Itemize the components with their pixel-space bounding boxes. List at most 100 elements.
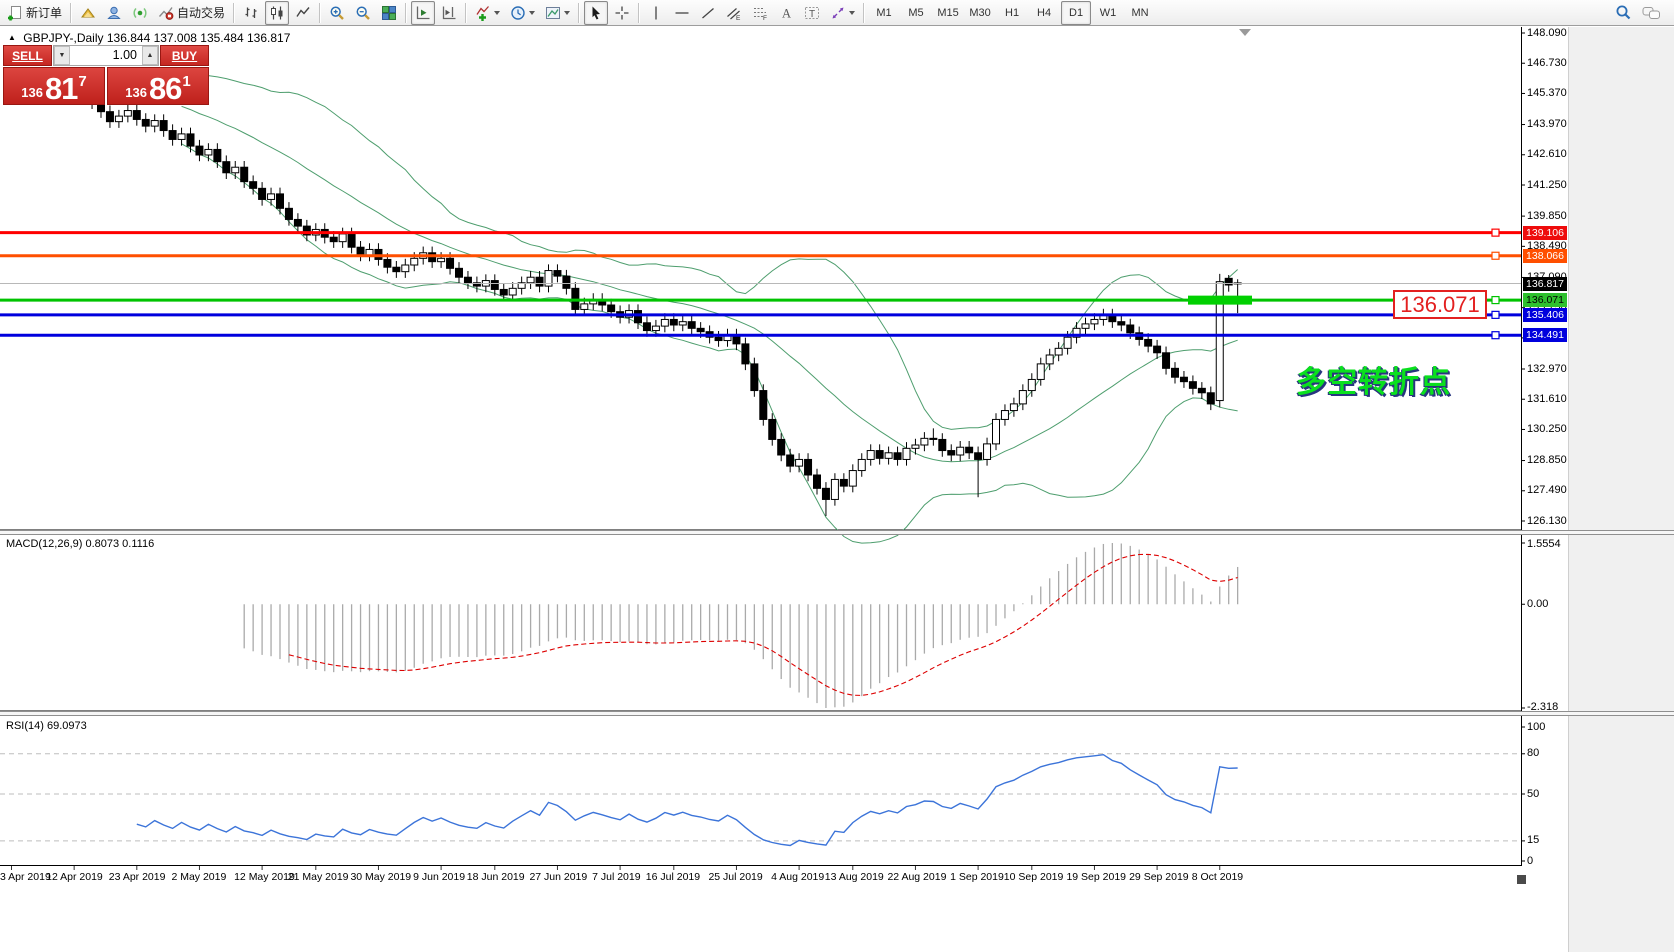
svg-text:F: F [763, 15, 767, 21]
one-click-trading-widget: SELL ▼ 1.00 ▲ BUY 136 81 7 136 86 1 [3, 45, 209, 105]
cursor-icon [588, 5, 604, 21]
tile-windows-button[interactable] [377, 1, 401, 25]
dropdown-arrow-icon[interactable] [529, 10, 536, 15]
bid-price-panel[interactable]: 136 81 7 [3, 67, 105, 105]
date-axis-label: 8 Oct 2019 [1191, 871, 1244, 883]
volume-decrease-button[interactable]: ▼ [54, 46, 70, 65]
auto-trading-button[interactable]: 自动交易 [154, 1, 229, 25]
tf-m1-button[interactable]: M1 [869, 1, 899, 25]
periods-icon [510, 5, 526, 21]
dropdown-arrow-icon[interactable] [849, 10, 856, 15]
price-axis-tick: 127.490 [1527, 484, 1567, 497]
chart-shift-marker-icon[interactable] [1239, 29, 1251, 36]
zoom-out-button[interactable] [351, 1, 375, 25]
tf-m30-button[interactable]: M30 [965, 1, 995, 25]
bid-price-point: 7 [78, 73, 87, 90]
collapse-marker-icon[interactable]: ▲ [8, 33, 16, 42]
date-axis-label: 10 Sep 2019 [1003, 871, 1064, 883]
toolbar-group: M1 M5 M15 M30 H1 H4 D1 W1 MN [868, 0, 1156, 26]
tf-h1-button[interactable]: H1 [997, 1, 1027, 25]
svg-text:T: T [809, 9, 815, 20]
button-label: D1 [1069, 6, 1084, 19]
bar-chart-button[interactable] [239, 1, 263, 25]
date-axis-label: 22 Aug 2019 [887, 871, 947, 883]
date-axis-label: 23 Apr 2019 [108, 871, 166, 883]
dropdown-arrow-icon[interactable] [494, 10, 501, 15]
zoom-in-button[interactable] [325, 1, 349, 25]
sell-button[interactable]: SELL [3, 45, 52, 66]
price-level-callout[interactable]: 136.071 [1393, 290, 1487, 319]
horizontal-line-button[interactable] [670, 1, 694, 25]
tf-m5-button[interactable]: M5 [901, 1, 931, 25]
line-chart-button[interactable] [291, 1, 315, 25]
price-axis-tick: 131.610 [1527, 392, 1567, 405]
trendline-icon [700, 5, 716, 21]
chart-shift-button[interactable] [437, 1, 461, 25]
crosshair-button[interactable] [610, 1, 634, 25]
bar-chart-icon [243, 5, 259, 21]
svg-text:E: E [736, 15, 741, 21]
tf-w1-button[interactable]: W1 [1093, 1, 1123, 25]
periods-button[interactable] [506, 1, 539, 25]
price-line-tag: 138.066 [1523, 248, 1567, 263]
indicators-button[interactable] [471, 1, 504, 25]
auto-scroll-button[interactable] [411, 0, 436, 25]
vertical-line-button[interactable] [644, 1, 668, 25]
trendline-button[interactable] [696, 1, 720, 25]
rsi-axis-tick: 80 [1527, 747, 1540, 760]
volume-input[interactable]: 1.00 [70, 46, 142, 65]
scrollbar-end-cap[interactable] [1517, 875, 1526, 884]
price-axis-tick: 143.970 [1527, 118, 1567, 131]
zoom-out-icon [355, 5, 371, 21]
price-axis-tick: 128.850 [1527, 454, 1567, 467]
price-line-tag: 139.106 [1523, 225, 1567, 240]
candlestick-chart-button[interactable] [265, 0, 290, 25]
auto-scroll-icon [415, 5, 431, 21]
chart-title: ▲ GBPJPY-,Daily 136.844 137.008 135.484 … [8, 31, 290, 45]
label-icon: T [804, 5, 820, 21]
rsi-pane-splitter[interactable] [0, 711, 1674, 716]
search-button[interactable] [1611, 1, 1636, 25]
volume-increase-button[interactable]: ▲ [142, 46, 158, 65]
price-line-tag: 135.406 [1523, 307, 1567, 322]
tf-mn-button[interactable]: MN [1125, 1, 1155, 25]
volume-stepper: ▼ 1.00 ▲ [53, 45, 159, 66]
signals-button[interactable] [128, 1, 152, 25]
date-axis-label: 19 Sep 2019 [1066, 871, 1126, 883]
ask-price-panel[interactable]: 136 86 1 [107, 67, 209, 105]
date-axis-label: 30 May 2019 [350, 871, 412, 883]
dropdown-arrow-icon[interactable] [564, 10, 571, 15]
templates-button[interactable] [541, 1, 574, 25]
tf-h4-button[interactable]: H4 [1029, 1, 1059, 25]
fibonacci-button[interactable]: F [748, 1, 772, 25]
chat-button[interactable] [1638, 1, 1665, 25]
tf-m15-button[interactable]: M15 [933, 1, 963, 25]
text-label-button[interactable]: T [800, 1, 824, 25]
symbol-name: GBPJPY-,Daily [23, 31, 104, 45]
price-axis-tick: 132.970 [1527, 362, 1567, 375]
pivot-note-annotation[interactable]: 多空转折点 [1296, 366, 1451, 399]
cursor-button[interactable] [584, 0, 609, 25]
templates-icon [545, 5, 561, 21]
tf-d1-button[interactable]: D1 [1061, 0, 1092, 25]
rsi-axis-tick: 100 [1527, 720, 1546, 733]
new-order-button[interactable]: 新订单 [3, 1, 66, 25]
market-watch-button[interactable] [102, 1, 126, 25]
text-button[interactable]: A [774, 1, 798, 25]
crosshair-icon [614, 5, 630, 21]
buy-button[interactable]: BUY [160, 45, 209, 66]
chart-profile-button[interactable] [76, 1, 100, 25]
button-label: M1 [876, 6, 892, 19]
equidistant-channel-button[interactable]: E [722, 1, 746, 25]
date-axis-label: 4 Aug 2019 [771, 871, 825, 883]
price-axis-tick: 130.250 [1527, 422, 1567, 435]
date-axis-label: 2 May 2019 [171, 871, 227, 883]
chart-shift-icon [441, 5, 457, 21]
button-label: H1 [1005, 6, 1020, 19]
macd-pane-splitter[interactable] [0, 530, 1674, 535]
price-axis-tick: 142.610 [1527, 148, 1567, 161]
arrows-button[interactable] [826, 1, 859, 25]
price-axis-tick: 126.130 [1527, 514, 1567, 527]
date-axis-label: 21 May 2019 [287, 871, 349, 883]
